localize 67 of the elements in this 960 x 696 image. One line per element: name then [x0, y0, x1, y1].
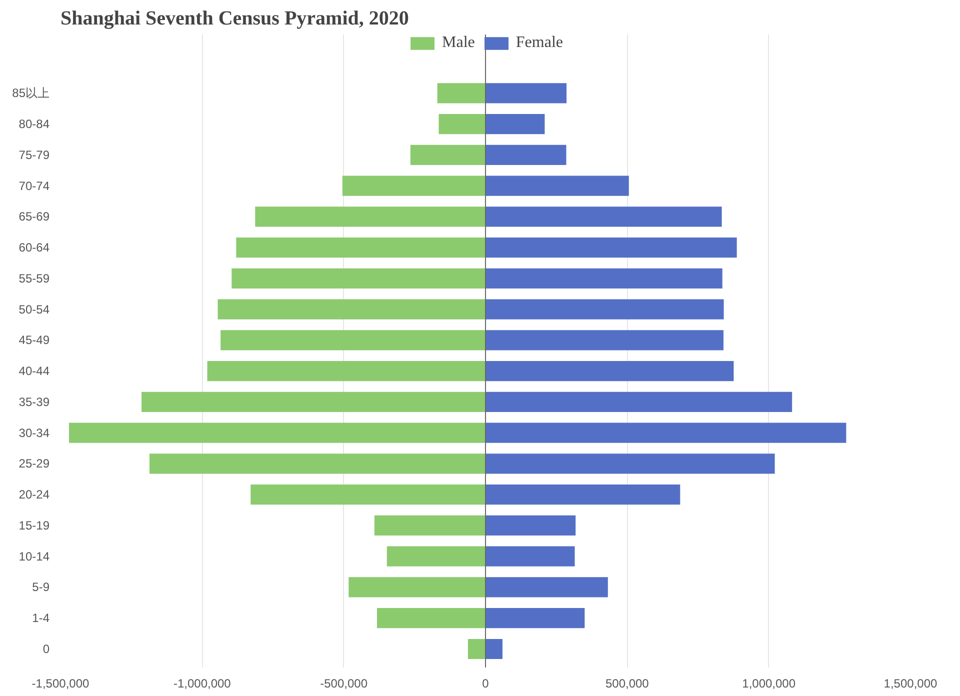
bar [220, 330, 486, 350]
bar [386, 546, 486, 566]
x-tick-label: -1,500,000 [32, 676, 90, 690]
bar [207, 361, 486, 382]
y-tick-label: 85以上 [12, 86, 50, 100]
y-tick-label: 5-9 [32, 580, 50, 594]
bar [142, 392, 486, 412]
bar [486, 83, 567, 104]
bar [218, 299, 486, 320]
bar [255, 206, 486, 227]
bar [437, 83, 486, 104]
bar [250, 484, 486, 505]
y-tick-label: 60-64 [18, 240, 50, 255]
x-tick-label: 1,000,000 [742, 676, 796, 690]
x-tick-label: 500,000 [605, 676, 650, 690]
y-tick-label: 30-34 [18, 426, 50, 440]
bar [376, 608, 486, 628]
bar [486, 608, 585, 628]
bar [236, 238, 486, 258]
x-tick-label: 0 [482, 676, 490, 690]
bar [486, 454, 775, 474]
bar [468, 638, 486, 660]
bar [486, 176, 629, 196]
chart-title: Shanghai Seventh Census Pyramid, 2020 [60, 8, 409, 30]
bar [69, 422, 486, 443]
y-tick-label: 55-59 [18, 271, 50, 286]
bar [486, 268, 722, 288]
bar [486, 638, 502, 660]
bar [438, 114, 486, 134]
bar [410, 144, 486, 165]
legend-label: Male [442, 34, 475, 52]
bar [486, 144, 566, 165]
x-tick-label: -500,000 [320, 676, 368, 690]
bar [486, 392, 792, 412]
bar [374, 515, 486, 536]
bar [232, 268, 486, 288]
y-tick-label: 70-74 [18, 178, 50, 193]
y-tick-label: 15-19 [18, 518, 50, 532]
bar [486, 114, 545, 134]
y-tick-label: 20-24 [18, 488, 50, 502]
y-tick-label: 45-49 [18, 333, 50, 348]
bar [486, 238, 737, 258]
bar [486, 330, 724, 350]
y-tick-label: 75-79 [18, 148, 50, 162]
legend-label: Female [516, 34, 563, 52]
bar [486, 206, 722, 227]
bar [486, 484, 680, 505]
y-tick-label: 50-54 [18, 302, 50, 316]
bar [486, 546, 575, 566]
y-tick-label: 10-14 [18, 549, 50, 564]
x-tick-label: -1,000,000 [173, 676, 232, 690]
bar [486, 515, 576, 536]
x-tick-label: 1,500,000 [884, 676, 938, 690]
y-tick-label: 65-69 [18, 210, 50, 224]
y-tick-label: 40-44 [18, 364, 50, 378]
bar [486, 299, 724, 320]
bar [342, 176, 486, 196]
y-tick-label: 25-29 [18, 456, 50, 471]
y-tick-label: 0 [42, 642, 50, 656]
y-tick-label: 1-4 [32, 611, 50, 626]
bar [149, 454, 486, 474]
bar [486, 422, 846, 443]
bar [486, 577, 608, 598]
bar [486, 361, 734, 382]
y-tick-label: 80-84 [18, 117, 50, 132]
bar [348, 577, 486, 598]
y-tick-label: 35-39 [18, 394, 50, 409]
